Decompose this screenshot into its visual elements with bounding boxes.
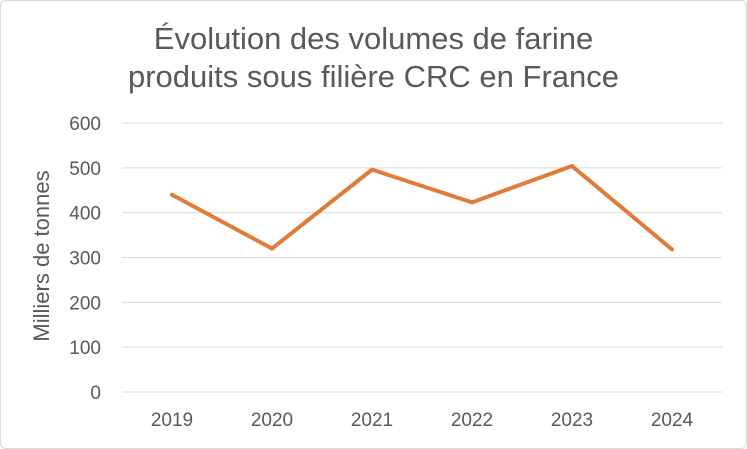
- data-point-2020: [270, 246, 274, 251]
- y-tick-label: 100: [69, 338, 101, 359]
- y-axis-label: Milliers de tonnes: [29, 170, 54, 341]
- y-tick-label: 600: [69, 114, 101, 135]
- x-tick-label: 2021: [351, 410, 393, 431]
- data-point-2019: [170, 192, 174, 197]
- x-tick-label: 2024: [651, 410, 694, 431]
- y-tick-label: 0: [90, 383, 101, 404]
- x-axis-ticks: 2019 2020 2021 2022 2023 2024: [151, 410, 694, 431]
- x-tick-label: 2023: [551, 410, 593, 431]
- chart-title-line-2: produits sous filière CRC en France: [127, 59, 620, 94]
- y-axis-ticks: 0 100 200 300 400 500 600: [69, 114, 101, 404]
- series-layer: [170, 164, 674, 252]
- chart-title-line-1: Évolution des volumes de farine: [153, 21, 594, 56]
- y-tick-label: 300: [69, 249, 101, 270]
- chart-title: Évolution des volumes de farine produits…: [0, 20, 747, 96]
- y-tick-label: 500: [69, 159, 101, 180]
- data-point-2023: [570, 164, 574, 169]
- x-tick-label: 2022: [451, 410, 493, 431]
- grid-lines: [122, 122, 722, 393]
- data-point-2024: [670, 247, 674, 252]
- y-tick-label: 400: [69, 204, 101, 225]
- data-point-2021: [370, 167, 374, 172]
- y-tick-label: 200: [69, 293, 101, 314]
- series-line-0: [170, 164, 674, 252]
- x-tick-label: 2020: [251, 410, 293, 431]
- x-tick-label: 2019: [151, 410, 193, 431]
- data-point-2022: [470, 200, 474, 205]
